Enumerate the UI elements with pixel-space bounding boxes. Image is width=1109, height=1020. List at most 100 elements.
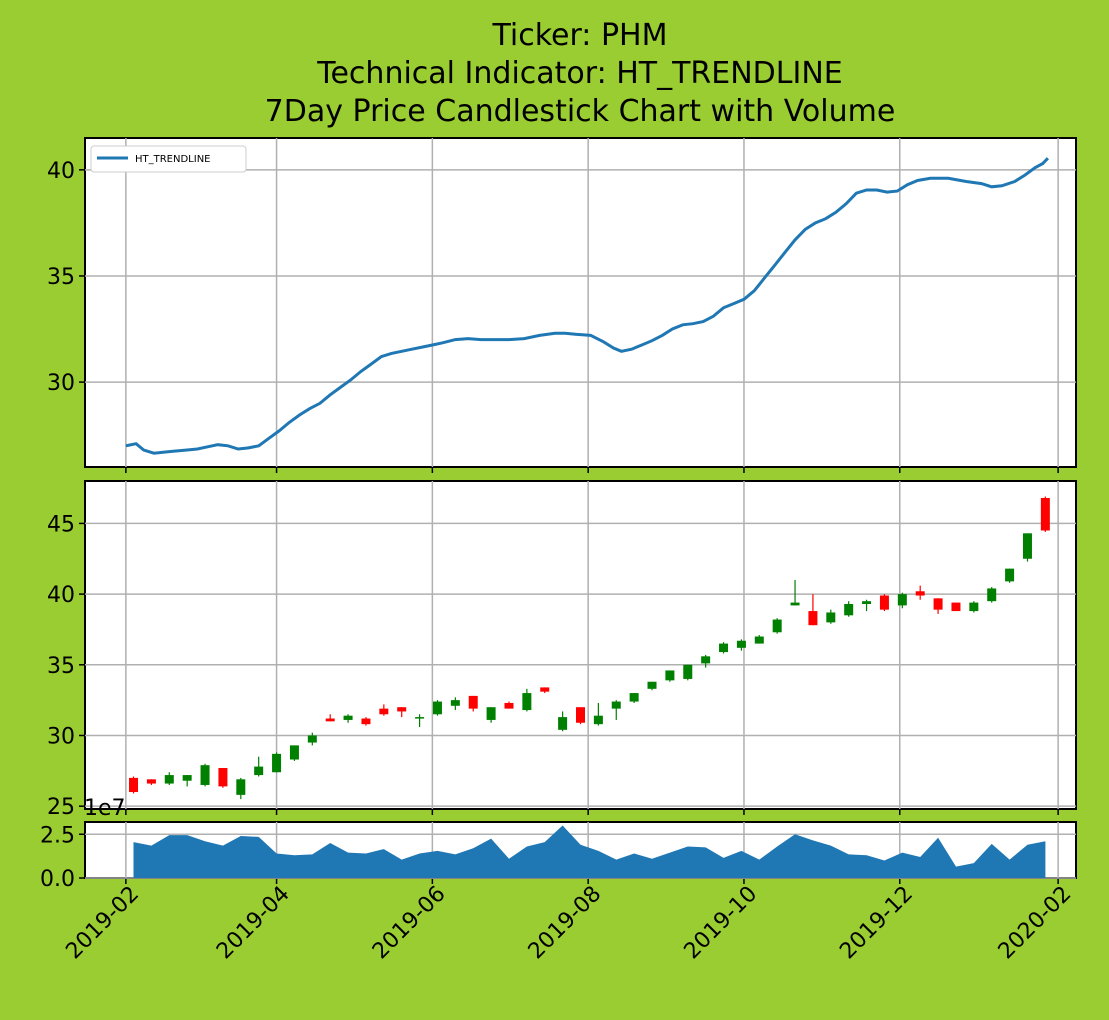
candle: [558, 711, 568, 732]
candle: [272, 752, 282, 773]
candle: [736, 639, 746, 651]
candle-body: [1022, 533, 1032, 559]
candle-body: [254, 766, 264, 776]
y-tick-label: 30: [47, 371, 75, 396]
candle: [289, 745, 299, 761]
candle: [647, 681, 657, 691]
candle: [915, 585, 925, 600]
candle-body: [665, 670, 675, 681]
indicator-panel: 30 35 40 HT_TRENDLINE: [47, 137, 1077, 473]
candle: [343, 714, 353, 723]
legend-box: [90, 145, 247, 173]
candle-body: [844, 604, 854, 616]
price-plot-area: [84, 480, 1077, 810]
candle: [862, 599, 872, 612]
y-tick-label: 40: [47, 159, 75, 184]
candle-body: [897, 594, 907, 606]
candle: [1040, 496, 1050, 532]
candle-body: [754, 636, 764, 644]
candle: [808, 594, 818, 626]
candle-body: [719, 643, 729, 653]
y-tick-label: 30: [47, 724, 75, 749]
candle: [790, 579, 800, 606]
candle-body: [987, 588, 997, 602]
candle-body: [826, 612, 836, 623]
candle-body: [415, 717, 425, 719]
candle-body: [808, 611, 818, 626]
candle: [629, 693, 639, 703]
candle: [576, 707, 585, 725]
candle: [397, 707, 407, 718]
candle: [933, 598, 943, 614]
candle-body: [307, 735, 317, 743]
candle: [254, 756, 264, 777]
candle-body: [504, 702, 514, 709]
candle-body: [540, 687, 550, 692]
candle: [951, 602, 961, 612]
y-tick-label: 35: [47, 265, 75, 290]
indicator-y-ticks: 30 35 40: [47, 159, 85, 396]
candle-body: [432, 701, 442, 715]
candle: [897, 592, 907, 609]
candle: [719, 642, 729, 654]
indicator-legend: HT_TRENDLINE: [90, 145, 247, 173]
candle: [665, 670, 675, 682]
chart-title-line-1: Ticker: PHM: [492, 18, 668, 53]
candle: [486, 707, 496, 723]
candle-body: [325, 718, 335, 722]
candle-body: [629, 693, 639, 702]
candle: [826, 609, 836, 624]
candle: [969, 601, 979, 613]
candle: [325, 714, 335, 722]
candle: [1022, 533, 1032, 562]
indicator-grid: [85, 138, 1076, 473]
indicator-plot-area: [84, 137, 1077, 468]
price-panel: 25 30 35 40 45: [47, 480, 1077, 820]
candle-body: [200, 765, 210, 785]
candlesticks: [129, 496, 1050, 800]
candle: [450, 697, 460, 711]
candle-body: [611, 701, 621, 709]
candle-body: [182, 775, 192, 781]
candle-body: [647, 681, 657, 689]
candle: [593, 702, 603, 726]
candle-body: [486, 707, 496, 720]
candle-body: [450, 700, 460, 706]
candle: [879, 594, 889, 612]
candle: [683, 664, 693, 681]
candle: [468, 695, 478, 712]
candle: [129, 776, 139, 794]
candle-body: [146, 779, 156, 784]
y-tick-label: 25: [47, 795, 75, 820]
candle-body: [164, 775, 174, 784]
y-tick-label: 35: [47, 654, 75, 679]
candle: [182, 775, 192, 787]
price-grid: [85, 481, 1076, 815]
candle: [164, 772, 174, 785]
y-tick-label: 2.5: [40, 823, 75, 848]
candle: [504, 701, 514, 709]
candle: [307, 732, 317, 746]
y-tick-label: 45: [47, 512, 75, 537]
candle: [432, 700, 442, 716]
candle-body: [915, 591, 925, 596]
ht-trendline-series-line: [125, 157, 1049, 455]
candle: [218, 768, 228, 788]
candle-body: [236, 779, 246, 795]
candle-body: [683, 664, 693, 679]
candle: [540, 687, 550, 694]
candle-body: [361, 718, 371, 725]
candle-body: [862, 601, 872, 604]
legend-entry-ht-trendline: HT_TRENDLINE: [135, 154, 211, 165]
candle: [1005, 568, 1015, 583]
candle: [146, 779, 156, 785]
candle: [415, 714, 425, 727]
candle: [844, 601, 854, 617]
candle: [379, 704, 389, 716]
candle: [522, 688, 532, 712]
candle-body: [129, 777, 139, 793]
candle-body: [558, 717, 568, 730]
chart-title-line-2: Technical Indicator: HT_TRENDLINE: [316, 56, 842, 91]
price-y-ticks: 25 30 35 40 45: [47, 512, 85, 820]
